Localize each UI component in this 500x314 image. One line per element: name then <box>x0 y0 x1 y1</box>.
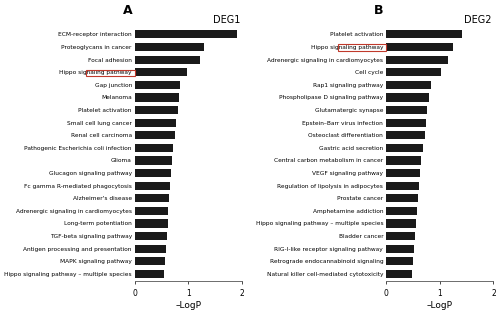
Text: DEG2: DEG2 <box>464 15 491 25</box>
Bar <box>134 56 200 64</box>
Bar <box>134 106 178 114</box>
Bar <box>386 232 415 240</box>
Bar <box>338 44 386 51</box>
Bar <box>134 245 166 253</box>
Bar <box>386 68 441 76</box>
Bar <box>386 93 429 101</box>
Bar <box>134 194 169 202</box>
Bar <box>386 144 422 152</box>
Bar <box>134 118 176 127</box>
Bar <box>134 156 172 165</box>
X-axis label: –LogP: –LogP <box>426 301 452 310</box>
Text: A: A <box>123 4 132 17</box>
Bar <box>134 144 173 152</box>
Bar <box>386 81 431 89</box>
Bar <box>134 257 165 265</box>
Bar <box>86 70 135 76</box>
Bar <box>386 131 424 139</box>
Bar <box>386 156 422 165</box>
Bar <box>134 181 170 190</box>
Bar <box>134 68 187 76</box>
Bar <box>386 43 453 51</box>
Text: DEG1: DEG1 <box>212 15 240 25</box>
Bar <box>386 118 426 127</box>
Bar <box>386 169 420 177</box>
Bar <box>386 207 417 215</box>
Bar <box>386 270 412 278</box>
Bar <box>134 131 175 139</box>
Bar <box>386 219 416 228</box>
Bar <box>386 194 418 202</box>
Bar <box>134 81 180 89</box>
X-axis label: –LogP: –LogP <box>176 301 202 310</box>
Bar <box>134 169 171 177</box>
Bar <box>386 245 414 253</box>
Text: B: B <box>374 4 384 17</box>
Bar <box>386 106 427 114</box>
Bar <box>386 30 462 39</box>
Bar <box>134 30 236 39</box>
Bar <box>386 181 420 190</box>
Bar <box>134 93 178 101</box>
Bar <box>134 43 204 51</box>
Bar <box>134 219 168 228</box>
Bar <box>134 232 167 240</box>
Bar <box>134 207 168 215</box>
Bar <box>386 257 413 265</box>
Bar <box>386 56 448 64</box>
Bar <box>134 270 164 278</box>
